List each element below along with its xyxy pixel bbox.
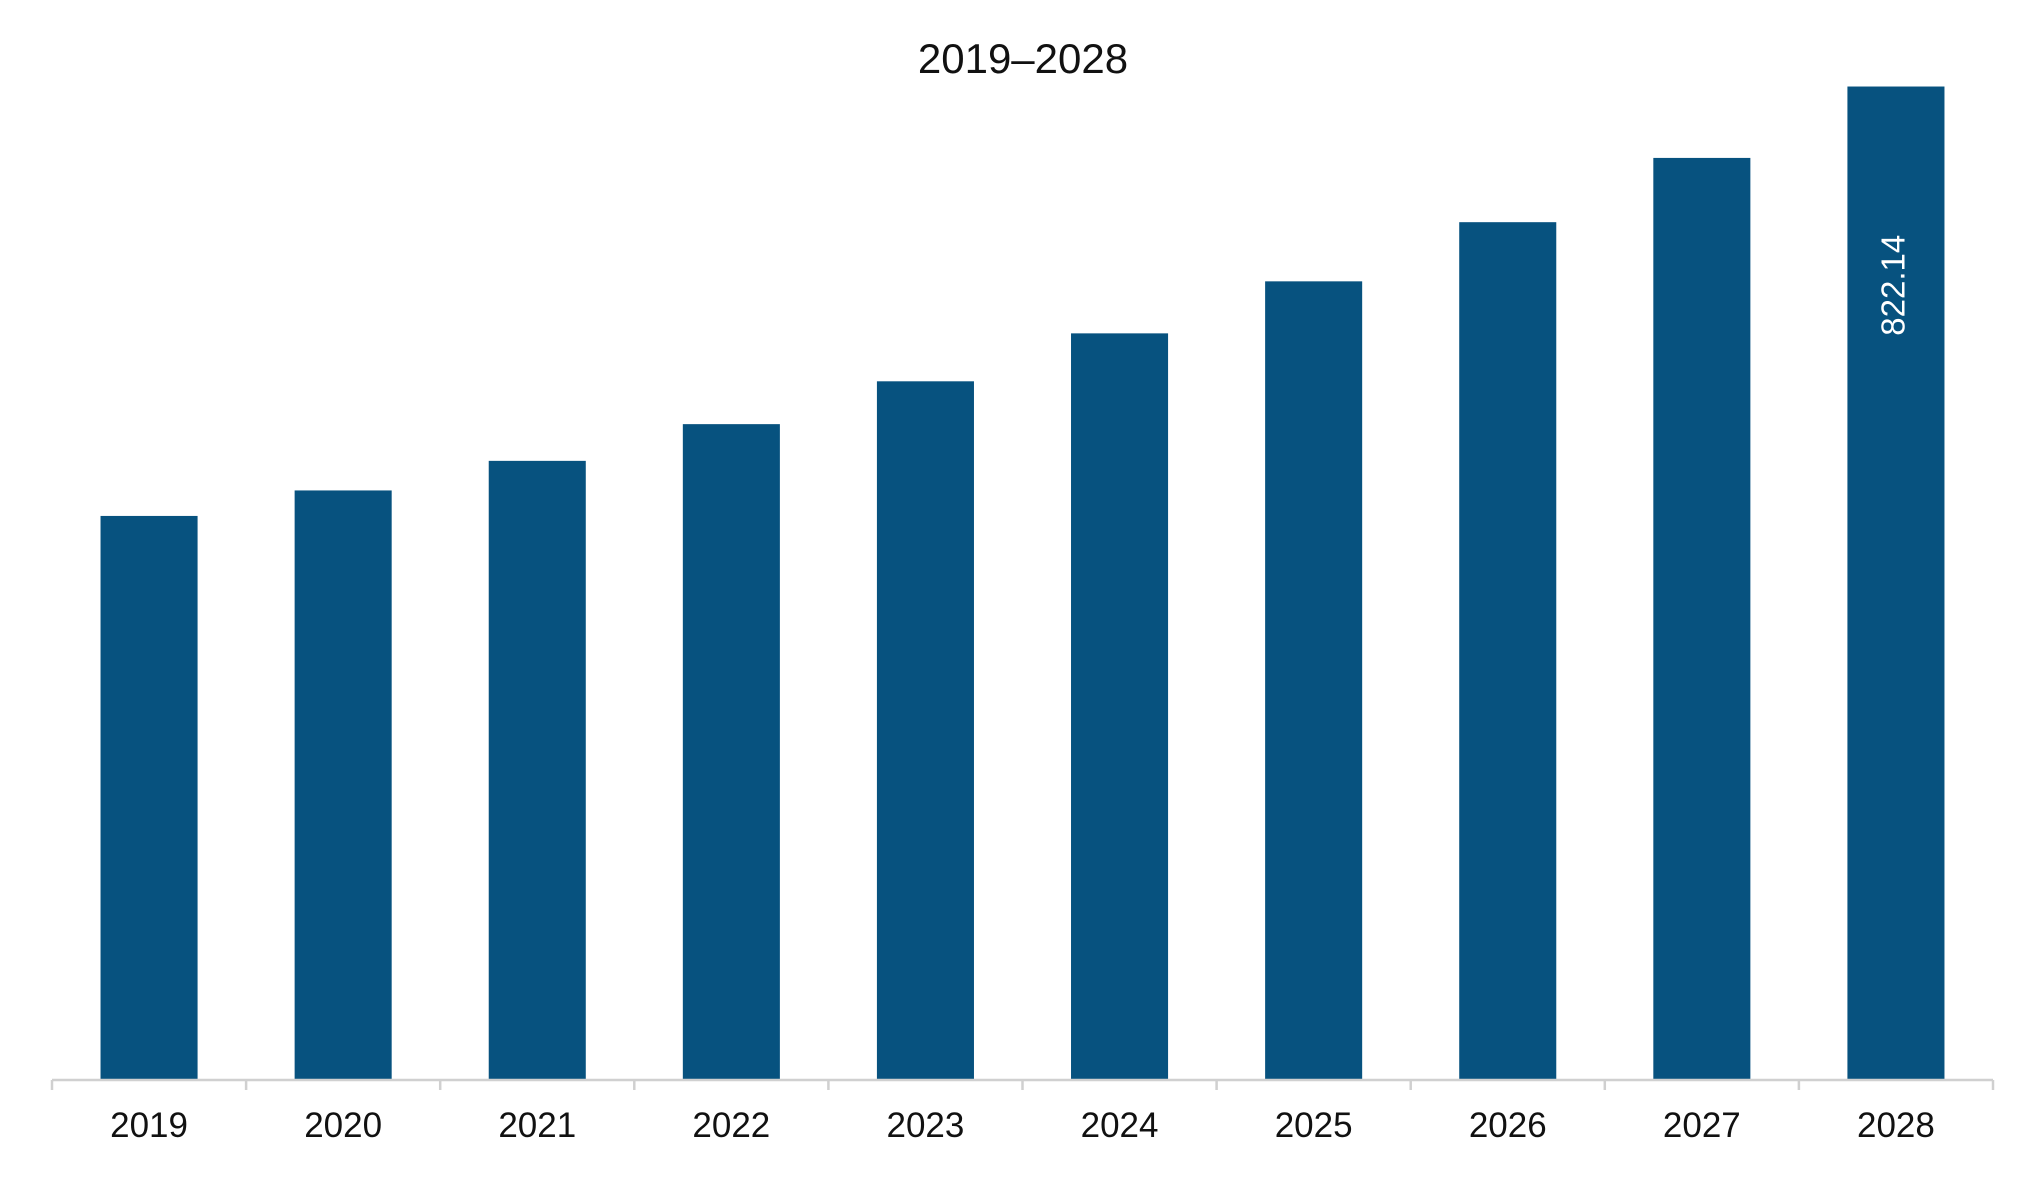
x-tick-label-2026: 2026 bbox=[1469, 1106, 1547, 1145]
x-tick-label-2027: 2027 bbox=[1663, 1106, 1741, 1145]
bars-group bbox=[100, 86, 1945, 1081]
x-tick-label-2024: 2024 bbox=[1081, 1106, 1159, 1145]
x-tick-label-2019: 2019 bbox=[110, 1106, 188, 1145]
x-tick-label-2020: 2020 bbox=[304, 1106, 382, 1145]
tick-labels-group: 2019 2020 2021 2022 2023 2024 2025 2026 2027 2028 bbox=[110, 1106, 1935, 1145]
chart-title: 2019–2028 bbox=[918, 35, 1128, 82]
bar-2025 bbox=[1265, 281, 1363, 1081]
x-tick-label-2022: 2022 bbox=[692, 1106, 770, 1145]
x-axis bbox=[50, 1078, 1995, 1090]
bar-2027 bbox=[1653, 157, 1751, 1081]
x-tick-label-2025: 2025 bbox=[1275, 1106, 1353, 1145]
data-label-2028: 822.14 bbox=[1875, 235, 1912, 336]
x-tick-label-2028: 2028 bbox=[1857, 1106, 1935, 1145]
x-tick-label-2023: 2023 bbox=[887, 1106, 965, 1145]
bar-2022 bbox=[682, 424, 780, 1080]
bar-2023 bbox=[876, 381, 974, 1080]
bar-2028 bbox=[1847, 86, 1945, 1080]
x-tick-label-2021: 2021 bbox=[498, 1106, 576, 1145]
bar-2026 bbox=[1459, 222, 1557, 1080]
bar-2019 bbox=[100, 515, 198, 1080]
bar-2020 bbox=[294, 490, 392, 1080]
bar-2021 bbox=[488, 460, 586, 1080]
bar-2024 bbox=[1071, 333, 1169, 1080]
data-labels-group: 822.14 bbox=[1875, 235, 1912, 336]
